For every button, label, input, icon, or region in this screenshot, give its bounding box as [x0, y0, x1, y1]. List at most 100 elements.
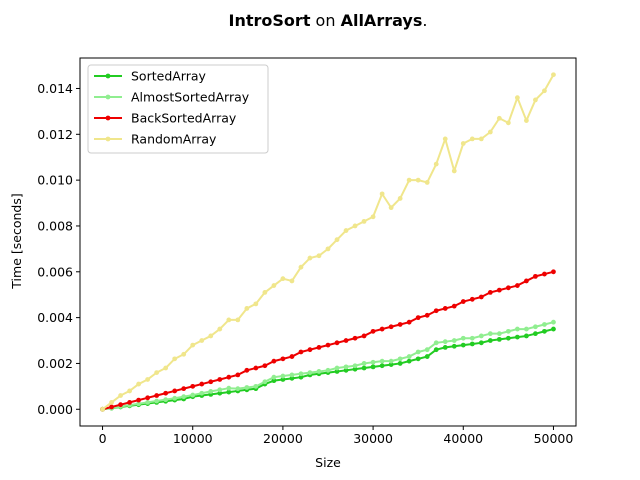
data-point — [397, 361, 403, 366]
data-point — [118, 402, 123, 408]
data-point — [235, 317, 241, 323]
y-tick-label: 0.014 — [37, 81, 73, 96]
data-point — [478, 340, 484, 346]
data-point — [370, 364, 376, 370]
data-point — [433, 347, 439, 353]
data-point — [478, 136, 484, 142]
data-point — [208, 333, 214, 339]
data-point — [253, 383, 259, 389]
data-point — [325, 246, 331, 252]
data-point — [505, 285, 511, 291]
data-point — [262, 290, 268, 295]
data-point — [388, 362, 394, 367]
data-point — [298, 371, 304, 377]
data-point — [271, 374, 277, 380]
data-point — [505, 328, 511, 334]
data-point — [172, 356, 178, 362]
data-point — [190, 392, 196, 398]
data-point — [388, 324, 394, 330]
data-point — [514, 326, 520, 332]
data-point — [136, 397, 142, 403]
data-point — [172, 395, 178, 401]
data-point — [415, 177, 421, 183]
data-point — [524, 278, 529, 284]
data-point — [289, 278, 295, 284]
data-point — [217, 326, 223, 332]
data-point — [298, 264, 304, 270]
data-point — [226, 374, 232, 380]
data-point — [307, 347, 313, 353]
data-point — [542, 322, 547, 327]
data-point — [181, 386, 187, 392]
x-axis-ticks: 0 10000 20000 30000 40000 50000 — [99, 426, 574, 446]
data-point — [208, 379, 214, 385]
data-point — [181, 351, 187, 357]
data-point — [145, 377, 151, 382]
data-point — [442, 306, 448, 311]
data-point — [199, 338, 205, 343]
data-point — [524, 118, 529, 123]
chart-title: IntroSort on AllArrays. — [229, 11, 428, 30]
data-point — [100, 406, 105, 412]
data-point — [379, 358, 385, 364]
data-point — [442, 345, 448, 350]
data-point — [379, 191, 385, 197]
y-tick-label: 0.008 — [37, 218, 73, 233]
data-point — [469, 335, 475, 341]
data-point — [298, 349, 304, 355]
data-point — [280, 373, 286, 379]
data-point — [316, 369, 322, 374]
x-tick-label: 0 — [99, 431, 107, 446]
x-axis-label: Size — [315, 455, 341, 470]
data-point — [551, 319, 556, 325]
data-point — [370, 328, 376, 334]
data-point — [262, 363, 268, 369]
data-point — [190, 383, 196, 389]
series-layer — [100, 72, 556, 412]
legend-item-BackSortedArray: BackSortedArray — [94, 111, 237, 126]
axes-border — [79, 57, 577, 427]
data-point — [551, 326, 556, 332]
data-point — [154, 398, 160, 404]
data-point — [109, 400, 114, 405]
chart-title-part-2: on — [310, 11, 340, 30]
data-point — [109, 404, 114, 410]
legend-swatch-marker — [105, 115, 111, 121]
data-point — [280, 356, 286, 362]
x-tick-label: 10000 — [173, 431, 213, 446]
x-tick-label: 50000 — [534, 431, 574, 446]
data-point — [154, 393, 160, 398]
data-point — [145, 395, 151, 401]
data-point — [163, 365, 169, 371]
data-point — [496, 115, 502, 121]
data-point — [406, 319, 412, 325]
data-point — [451, 303, 457, 309]
legend-item-AlmostSortedArray: AlmostSortedArray — [94, 90, 250, 105]
data-point — [496, 331, 502, 337]
data-point — [127, 400, 132, 405]
data-point — [361, 218, 367, 224]
data-point — [406, 177, 412, 183]
data-point — [424, 354, 430, 359]
data-point — [514, 95, 520, 101]
data-point — [307, 255, 313, 261]
data-point — [289, 354, 295, 359]
legend: SortedArray AlmostSortedArray BackSortedAr… — [87, 64, 269, 154]
data-point — [244, 306, 250, 311]
data-point — [524, 333, 529, 339]
y-tick-label: 0.006 — [37, 264, 73, 279]
data-point — [334, 340, 340, 346]
data-point — [533, 324, 538, 330]
data-point — [442, 339, 448, 345]
legend-item-RandomArray: RandomArray — [94, 132, 217, 147]
y-tick-label: 0.000 — [37, 402, 73, 417]
data-point — [433, 340, 439, 346]
data-point — [334, 369, 340, 374]
y-tick-label: 0.004 — [37, 310, 73, 325]
data-point — [415, 356, 421, 362]
data-point — [163, 390, 169, 396]
data-point — [199, 381, 205, 387]
data-point — [424, 180, 430, 185]
data-point — [271, 283, 277, 288]
data-point — [208, 389, 214, 394]
